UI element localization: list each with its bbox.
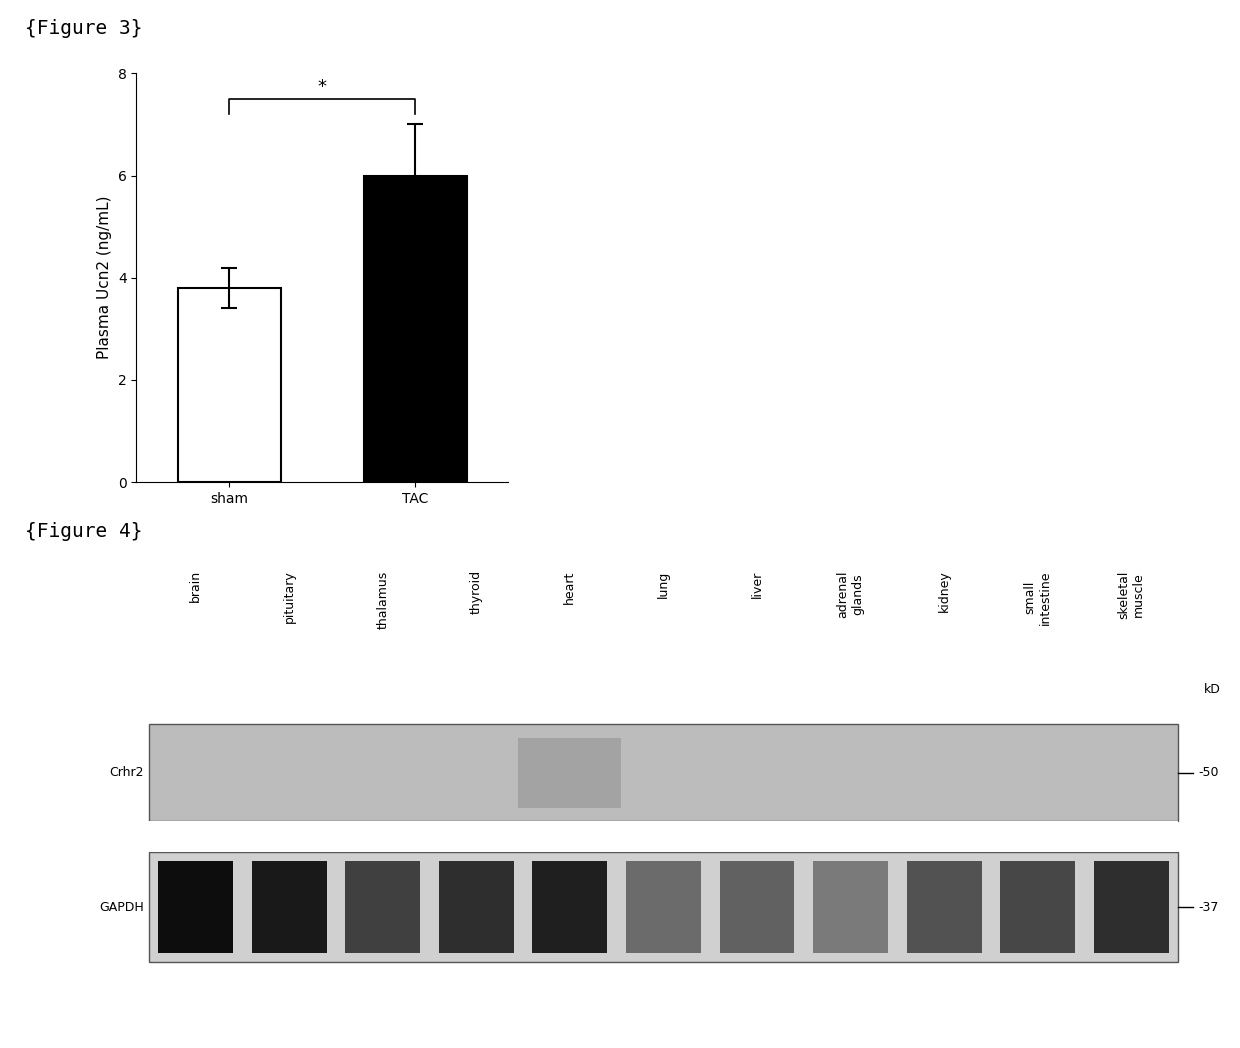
Text: {Figure 4}: {Figure 4} <box>25 522 143 542</box>
Bar <box>365 175 466 482</box>
Bar <box>1094 860 1168 954</box>
Bar <box>345 860 420 954</box>
Bar <box>149 852 1178 962</box>
Bar <box>252 860 326 954</box>
Text: adrenal
glands: adrenal glands <box>837 570 864 618</box>
Text: pituitary: pituitary <box>283 570 295 624</box>
Text: -50: -50 <box>1199 766 1219 780</box>
Text: GAPDH: GAPDH <box>99 900 144 914</box>
Bar <box>149 724 1178 822</box>
Bar <box>149 822 1178 852</box>
Bar <box>626 860 701 954</box>
Bar <box>532 860 608 954</box>
Bar <box>518 738 621 808</box>
Text: brain: brain <box>188 570 202 603</box>
Bar <box>439 860 513 954</box>
Text: {Figure 3}: {Figure 3} <box>25 19 143 39</box>
Bar <box>813 860 888 954</box>
Text: Crhr2: Crhr2 <box>109 766 144 780</box>
Text: skeletal
muscle: skeletal muscle <box>1117 570 1146 618</box>
Bar <box>906 860 982 954</box>
Bar <box>179 288 280 482</box>
Text: heart: heart <box>563 570 577 604</box>
Bar <box>1001 860 1075 954</box>
Text: -37: -37 <box>1199 900 1219 914</box>
Text: thalamus: thalamus <box>376 570 389 629</box>
Text: small
intestine: small intestine <box>1024 570 1052 625</box>
Text: thyroid: thyroid <box>470 570 482 614</box>
Bar <box>159 860 233 954</box>
Text: kD: kD <box>1204 682 1220 696</box>
Text: *: * <box>317 79 327 96</box>
Text: kidney: kidney <box>937 570 951 612</box>
Y-axis label: Plasma Ucn2 (ng/mL): Plasma Ucn2 (ng/mL) <box>97 196 113 359</box>
Bar <box>719 860 795 954</box>
Text: lung: lung <box>657 570 670 597</box>
Text: liver: liver <box>750 570 764 597</box>
